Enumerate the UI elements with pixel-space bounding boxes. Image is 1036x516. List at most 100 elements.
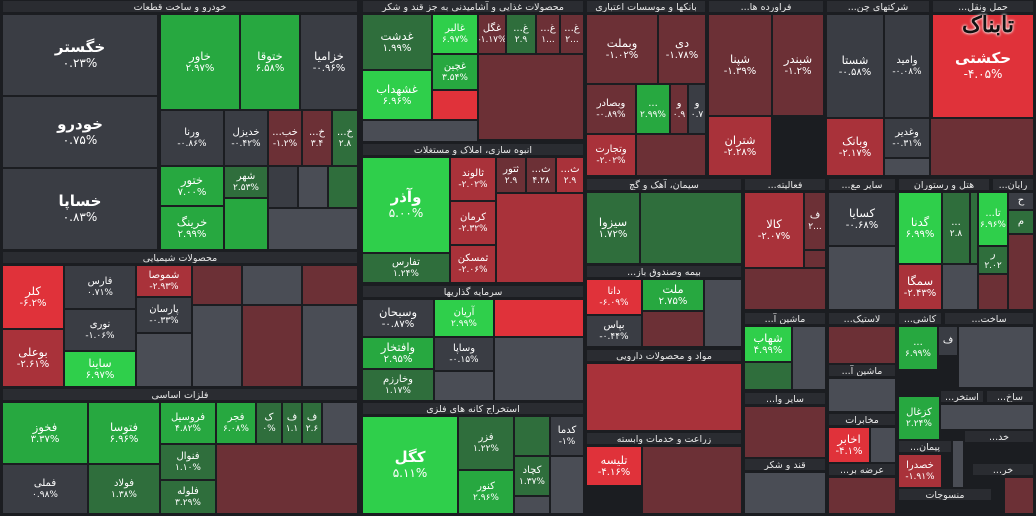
stock-tile[interactable]: ف [938,326,958,356]
stock-tile[interactable]: تا... ۶.۹۶% [978,192,1008,246]
stock-tile[interactable]: وبانک -۲.۱۷% [826,118,884,176]
minor-stock-tile[interactable] [870,427,896,463]
sector-title-computer[interactable]: رایان... [992,178,1034,191]
minor-stock-tile[interactable] [942,264,978,310]
sector-title-const[interactable]: ساخت... [944,312,1034,325]
stock-tile[interactable]: تلیسه -۴.۱۶% [586,446,642,486]
sector-title-transport[interactable]: حمل ونقل... [932,0,1034,13]
stock-tile[interactable]: فملی ۰.۹۸% [2,464,88,514]
stock-tile[interactable]: غگل -۱.۱۷% [478,14,506,54]
stock-tile[interactable]: وتجارت -۲.۰۲% [586,134,636,176]
sector-title-sugar[interactable]: قند و شکر [744,458,826,471]
minor-stock-tile[interactable] [930,118,1034,176]
sector-title-dd[interactable]: خر... [972,463,1034,476]
stock-tile[interactable]: و ۰.۹ [670,84,688,134]
minor-stock-tile[interactable] [792,326,826,390]
minor-stock-tile[interactable] [804,250,826,268]
minor-stock-tile[interactable] [268,166,298,208]
stock-tile[interactable]: خصدرا -۱.۹۱% [898,454,942,488]
stock-tile[interactable]: کچاد ۱.۳۷% [514,456,550,496]
stock-tile[interactable]: ... ۶.۹۹% [898,326,938,370]
stock-tile[interactable]: غدشت ۱.۹۹% [362,14,432,70]
stock-tile[interactable]: کلر -۶.۲% [2,265,64,329]
stock-tile[interactable]: فلوله ۳.۲۹% [160,480,216,514]
minor-stock-tile[interactable] [478,54,584,140]
minor-stock-tile[interactable] [432,90,478,120]
minor-stock-tile[interactable] [970,192,978,264]
minor-stock-tile[interactable] [940,404,1034,430]
stock-tile[interactable]: فجر ۶.۰۸% [216,402,256,444]
stock-tile[interactable]: غ... ۱... [536,14,560,54]
sector-title-activities[interactable]: فعالیته... [744,178,826,191]
stock-tile[interactable]: خاور ۲.۹۷% [160,14,240,110]
stock-tile[interactable]: غالبر ۶.۹۷% [432,14,478,54]
sector-title-holdings[interactable]: شرکتهای چن... [826,0,930,13]
stock-tile[interactable]: غچین ۳.۵۴% [432,54,478,90]
minor-stock-tile[interactable] [302,265,358,305]
minor-stock-tile[interactable] [704,279,742,347]
stock-tile[interactable]: وخارزم ۱.۱۷% [362,369,434,401]
stock-tile[interactable]: ث... ۴.۲۸ [526,157,556,193]
stock-tile[interactable]: ح [1008,192,1034,210]
stock-tile[interactable]: دانا -۶.۰۹% [586,279,642,315]
stock-tile[interactable]: بپاس -۰.۴۴% [586,315,642,347]
stock-tile[interactable]: شهر ۲.۵۳% [224,166,268,198]
minor-stock-tile[interactable] [978,274,1008,310]
stock-tile[interactable]: غ... ۲.۹ [506,14,536,54]
minor-stock-tile[interactable] [884,158,930,176]
minor-stock-tile[interactable] [302,305,358,387]
minor-stock-tile[interactable] [744,406,826,458]
sector-title-refinery[interactable]: فراورده ها... [708,0,824,13]
sector-title-other-mine[interactable]: سایر مع... [828,178,896,191]
stock-tile[interactable]: ... ۲.۸ [942,192,970,264]
stock-tile[interactable]: ورنا -۰.۸۶% [160,110,224,166]
sector-title-auto[interactable]: خودرو و ساخت قطعات [2,0,358,13]
minor-stock-tile[interactable] [322,402,358,444]
stock-tile[interactable]: غ... ۲... [560,14,584,54]
stock-tile[interactable]: دی -۱.۷۸% [658,14,706,84]
minor-stock-tile[interactable] [514,496,550,514]
sector-title-contract[interactable]: پیمان... [898,440,952,453]
stock-tile[interactable]: خگستر ۰.۲۳% [2,14,158,96]
stock-tile[interactable]: شهاب ۴.۹۹% [744,326,792,362]
minor-stock-tile[interactable] [494,299,584,337]
sector-title-banks[interactable]: بانکها و موسسات اعتباری [586,0,706,13]
minor-stock-tile[interactable] [242,305,302,387]
stock-tile[interactable]: شپنا -۱.۳۹% [708,14,772,116]
stock-tile[interactable]: وساپا -۰.۱۵% [434,337,494,371]
stock-tile[interactable]: خ... ۲.۸ [332,110,358,166]
stock-tile[interactable]: ثالوند -۲.۰۲% [450,157,496,201]
stock-tile[interactable]: کگل ۵.۱۱% [362,416,458,514]
sector-title-hotel[interactable]: هتل و رستوران [898,178,990,191]
minor-stock-tile[interactable] [514,416,550,456]
stock-tile[interactable]: خرینگ ۲.۹۹% [160,206,224,250]
stock-tile[interactable]: ثمسکن -۲.۰۶% [450,245,496,283]
stock-tile[interactable]: گدنا ۶.۹۹% [898,192,942,264]
stock-tile[interactable]: حکشتی -۴.۰۵% [932,14,1034,118]
stock-tile[interactable]: شستا -۰.۵۸% [826,14,884,118]
minor-stock-tile[interactable] [224,198,268,250]
stock-tile[interactable]: وافتخار ۲.۹۵% [362,337,434,369]
stock-tile[interactable]: کرمان -۲.۳۲% [450,201,496,245]
stock-tile[interactable]: ف ۲... [804,192,826,250]
minor-stock-tile[interactable] [744,472,826,514]
stock-tile[interactable]: وبصادر -۰.۸۹% [586,84,636,134]
stock-tile[interactable]: شتران -۲.۲۸% [708,116,772,176]
minor-stock-tile[interactable] [828,246,896,310]
sector-title-other-va[interactable]: سایر وا... [744,392,826,405]
stock-tile[interactable]: کنور ۲.۹۶% [458,470,514,514]
minor-stock-tile[interactable] [192,305,242,387]
stock-tile[interactable]: وسبحان -۰.۸۷% [362,299,434,337]
stock-tile[interactable]: فزر ۱.۲۲% [458,416,514,470]
stock-tile[interactable]: شموصا -۲.۹۳% [136,265,192,297]
sector-title-wood[interactable]: خد... [964,430,1034,443]
stock-tile[interactable]: ک ۰% [256,402,282,444]
stock-tile[interactable]: آریان ۲.۹۹% [434,299,494,337]
minor-stock-tile[interactable] [1008,234,1034,310]
minor-stock-tile[interactable] [550,456,584,514]
minor-stock-tile[interactable] [136,333,192,387]
stock-tile[interactable]: وامید -۰.۰۸% [884,14,930,118]
minor-stock-tile[interactable] [494,337,584,401]
stock-tile[interactable]: فروسیل ۴.۸۲% [160,402,216,444]
sector-title-extract[interactable]: استخراج کانه های فلزی [362,402,584,415]
